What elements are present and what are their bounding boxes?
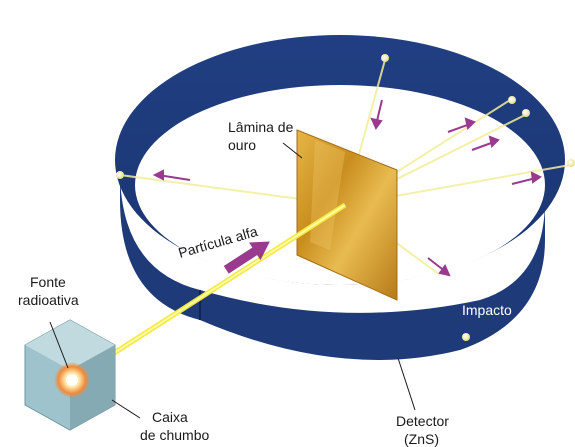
detector-label-line1: Detector <box>396 413 449 429</box>
arrow-down-right-head <box>438 263 451 277</box>
radioactive-source <box>66 374 78 386</box>
scatter-arrows <box>152 99 542 277</box>
arrow-up-head <box>370 117 383 131</box>
box-label-pointer <box>111 399 141 419</box>
detector-label-pointer <box>397 357 416 411</box>
particle-arrow-head <box>249 241 270 261</box>
particle-arrow-shaft <box>223 246 259 274</box>
foil-label-line2: ouro <box>228 137 256 153</box>
arrow-right-2-head <box>488 135 500 148</box>
detector-label-line2: (ZnS) <box>404 431 439 447</box>
impact-dots <box>116 54 575 341</box>
impact-dot <box>381 54 389 62</box>
foil-label-line1: Lâmina de <box>228 119 294 135</box>
impact-dot <box>567 159 575 167</box>
source-label-line1: Fonte <box>30 274 66 290</box>
impact-dot <box>508 96 516 104</box>
lead-box <box>24 319 116 431</box>
box-label-line2: de chumbo <box>140 427 209 443</box>
particle-direction-arrow <box>223 241 270 274</box>
impact-dot <box>116 171 124 179</box>
source-label-pointer <box>49 321 69 369</box>
gold-foil <box>296 129 398 301</box>
impact-label: Impacto <box>462 302 512 318</box>
arrow-right-1-head <box>464 117 476 130</box>
alpha-beam-core <box>71 204 346 381</box>
arrow-right-1 <box>447 123 471 133</box>
arrow-left-head <box>152 169 164 181</box>
arrow-right-3-head <box>530 171 542 184</box>
detector-ring-front-right <box>200 200 545 360</box>
box-label-line1: Caixa <box>152 409 188 425</box>
impact-dot <box>522 109 530 117</box>
arrow-right-2 <box>471 141 495 151</box>
source-label-line2: radioativa <box>18 292 79 308</box>
foil-label-pointer <box>282 142 303 159</box>
impact-dot <box>462 333 470 341</box>
